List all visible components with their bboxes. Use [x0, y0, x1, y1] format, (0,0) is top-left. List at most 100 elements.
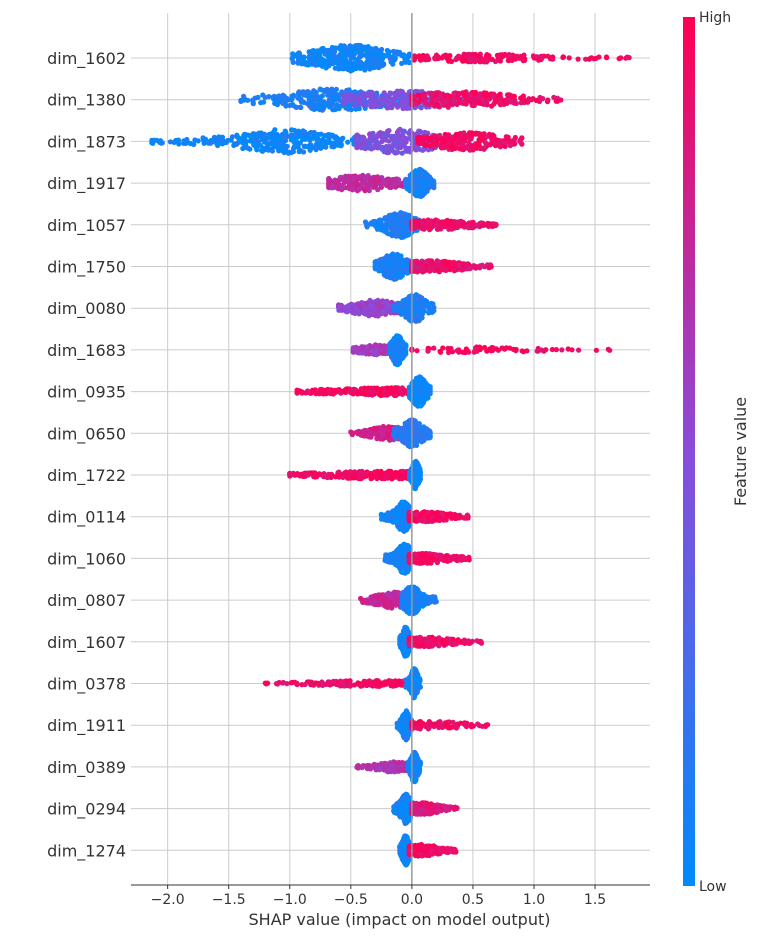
- data-point: [363, 177, 369, 183]
- data-point: [471, 263, 477, 269]
- data-point: [385, 303, 391, 309]
- data-point: [543, 347, 549, 353]
- data-point: [445, 221, 451, 227]
- data-point: [322, 47, 328, 53]
- data-point: [415, 92, 421, 98]
- data-point: [386, 138, 392, 144]
- data-point: [300, 135, 306, 141]
- data-point: [352, 390, 358, 396]
- data-point: [371, 103, 377, 109]
- data-point: [380, 62, 386, 68]
- data-point: [496, 99, 502, 105]
- data-point: [367, 142, 373, 148]
- data-point: [465, 145, 471, 151]
- data-point: [423, 259, 429, 265]
- data-point: [360, 134, 366, 140]
- data-point: [295, 131, 301, 137]
- data-point: [396, 349, 402, 355]
- data-point: [340, 49, 346, 55]
- data-point: [273, 142, 279, 148]
- data-point: [446, 136, 452, 142]
- data-point: [491, 221, 497, 227]
- data-point: [405, 310, 411, 316]
- data-point: [313, 91, 319, 97]
- data-point: [474, 142, 480, 148]
- data-point: [347, 183, 353, 189]
- data-point: [430, 178, 436, 184]
- data-point: [425, 348, 431, 354]
- data-point: [391, 149, 398, 155]
- data-point: [372, 342, 378, 348]
- data-point: [506, 52, 512, 58]
- data-point: [467, 57, 473, 63]
- data-point: [445, 346, 451, 352]
- data-point: [477, 346, 483, 353]
- data-point: [356, 137, 362, 143]
- data-point: [420, 381, 426, 387]
- data-point: [401, 102, 407, 108]
- data-point: [603, 54, 610, 60]
- data-point: [357, 303, 363, 309]
- data-point: [575, 56, 581, 62]
- data-point: [482, 140, 489, 146]
- data-point: [316, 96, 322, 102]
- data-point: [266, 94, 272, 100]
- data-point: [397, 51, 403, 57]
- data-point: [315, 58, 321, 65]
- data-point: [396, 357, 402, 363]
- data-point: [384, 390, 390, 396]
- data-point: [383, 143, 390, 149]
- data-point: [491, 101, 497, 107]
- data-point: [413, 168, 419, 174]
- feature-row-points: [350, 333, 613, 368]
- data-point: [507, 92, 513, 98]
- data-point: [301, 149, 307, 155]
- data-point: [469, 222, 475, 228]
- data-point: [275, 94, 281, 100]
- data-point: [431, 345, 437, 351]
- data-point: [330, 142, 336, 148]
- data-point: [476, 53, 482, 59]
- data-point: [437, 348, 443, 355]
- data-point: [422, 136, 428, 142]
- feature-row-points: [372, 251, 494, 282]
- data-point: [375, 186, 381, 192]
- data-point: [471, 101, 477, 107]
- data-point: [463, 96, 470, 102]
- data-point: [456, 135, 462, 142]
- data-point: [420, 399, 426, 405]
- data-point: [439, 219, 445, 226]
- data-point: [343, 61, 349, 67]
- data-point: [351, 345, 357, 351]
- data-point: [443, 52, 449, 58]
- data-point: [289, 93, 295, 99]
- data-point: [388, 254, 394, 260]
- data-point: [481, 145, 487, 151]
- data-point: [452, 140, 458, 146]
- data-point: [298, 60, 304, 66]
- data-point: [463, 101, 469, 107]
- data-point: [520, 58, 526, 64]
- data-point: [394, 259, 400, 265]
- data-point: [331, 135, 338, 141]
- data-point: [513, 346, 519, 353]
- data-point: [392, 94, 398, 100]
- data-point: [425, 56, 432, 63]
- data-point: [308, 51, 314, 57]
- data-point: [456, 146, 463, 152]
- data-point: [383, 53, 389, 59]
- data-point: [391, 348, 397, 354]
- data-point: [363, 102, 369, 108]
- data-point: [326, 104, 333, 110]
- data-point: [378, 221, 384, 227]
- data-point: [322, 141, 328, 147]
- data-point: [495, 92, 502, 99]
- data-point: [392, 271, 398, 277]
- data-point: [420, 188, 426, 194]
- feature-row-points: [149, 126, 525, 156]
- data-point: [520, 349, 527, 355]
- data-point: [494, 137, 500, 143]
- data-point: [392, 138, 398, 144]
- data-point: [413, 101, 419, 107]
